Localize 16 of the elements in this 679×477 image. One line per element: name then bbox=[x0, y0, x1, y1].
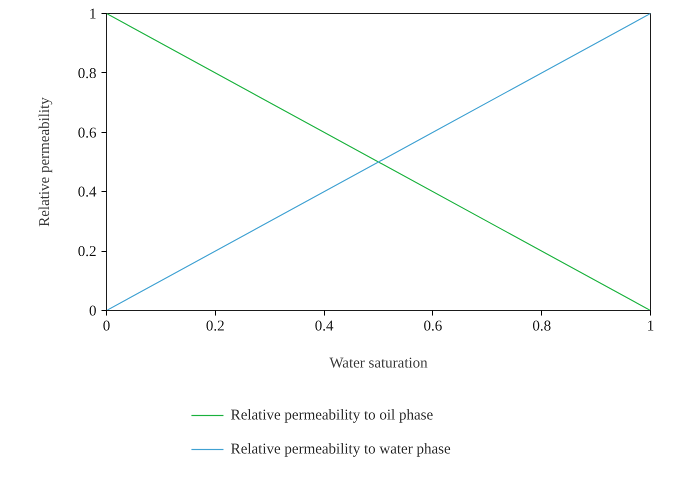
x-axis-title: Water saturation bbox=[329, 356, 428, 372]
x-tick-label: 0.4 bbox=[314, 318, 334, 334]
x-tick-label: 0.8 bbox=[532, 318, 552, 334]
y-tick-label: 0 bbox=[89, 304, 96, 320]
y-axis-title: Relative permeability bbox=[36, 96, 53, 227]
x-tick-label: 0.6 bbox=[424, 318, 443, 334]
y-tick-label: 0.6 bbox=[78, 125, 97, 142]
legend-label: Relative permeability to oil phase bbox=[230, 408, 434, 424]
y-tick-label: 0.8 bbox=[78, 66, 96, 82]
legend-label: Relative permeability to water phase bbox=[230, 442, 451, 458]
y-tick-label: 0.2 bbox=[78, 244, 96, 260]
x-tick-label: 1 bbox=[646, 318, 654, 334]
x-tick-label: 0.2 bbox=[206, 318, 225, 334]
x-tick-label: 0 bbox=[102, 318, 110, 334]
y-tick-label: 1 bbox=[89, 6, 96, 22]
y-tick-label: 0.4 bbox=[78, 184, 97, 201]
